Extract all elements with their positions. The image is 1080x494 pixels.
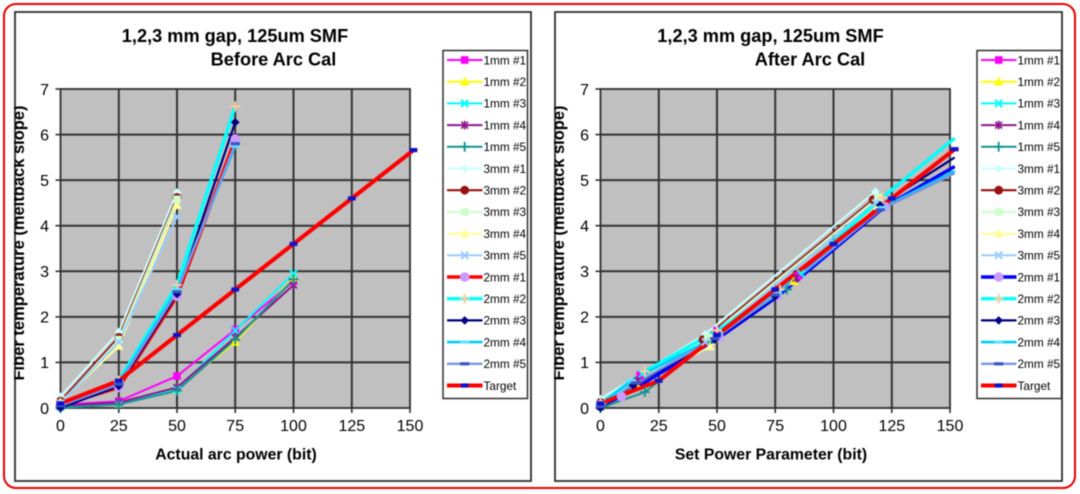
svg-text:Before Arc Cal: Before Arc Cal [210, 49, 336, 69]
svg-text:Target: Target [1017, 378, 1051, 392]
svg-text:7: 7 [580, 81, 589, 98]
svg-text:Fiber temperature (meltback sl: Fiber temperature (meltback slope) [554, 105, 568, 380]
svg-text:3mm #1: 3mm #1 [483, 161, 526, 175]
svg-text:2mm #5: 2mm #5 [1017, 357, 1060, 371]
svg-text:1mm #1: 1mm #1 [483, 53, 526, 67]
svg-text:Target: Target [483, 378, 517, 392]
svg-text:2mm #3: 2mm #3 [483, 313, 526, 327]
svg-text:50: 50 [708, 418, 726, 435]
svg-text:3mm #2: 3mm #2 [1017, 183, 1060, 197]
svg-text:1: 1 [40, 355, 49, 372]
svg-text:After Arc Cal: After Arc Cal [754, 49, 865, 69]
svg-text:100: 100 [280, 418, 307, 435]
svg-text:3mm #3: 3mm #3 [1017, 205, 1060, 219]
svg-text:1mm #5: 1mm #5 [483, 140, 526, 154]
svg-text:0: 0 [56, 418, 65, 435]
svg-text:1mm #3: 1mm #3 [483, 96, 526, 110]
svg-text:Actual arc power (bit): Actual arc power (bit) [155, 446, 317, 463]
svg-text:50: 50 [168, 418, 186, 435]
svg-text:1mm #5: 1mm #5 [1017, 140, 1060, 154]
svg-text:Set Power Parameter (bit): Set Power Parameter (bit) [674, 446, 866, 463]
svg-text:2mm #1: 2mm #1 [1017, 270, 1060, 284]
svg-text:0: 0 [596, 418, 605, 435]
svg-text:1,2,3 mm gap, 125um SMF: 1,2,3 mm gap, 125um SMF [121, 25, 347, 45]
svg-text:7: 7 [40, 81, 49, 98]
svg-text:3mm #5: 3mm #5 [483, 248, 526, 262]
svg-text:5: 5 [580, 172, 589, 189]
svg-text:25: 25 [109, 418, 127, 435]
svg-text:Fiber temperature (meltback sl: Fiber temperature (meltback slope) [14, 105, 28, 380]
svg-text:2mm #4: 2mm #4 [483, 335, 526, 349]
svg-text:25: 25 [649, 418, 667, 435]
svg-text:1,2,3 mm gap, 125um SMF: 1,2,3 mm gap, 125um SMF [657, 25, 883, 45]
svg-text:125: 125 [338, 418, 365, 435]
svg-text:2mm #2: 2mm #2 [1017, 292, 1060, 306]
svg-text:0: 0 [580, 400, 589, 417]
svg-text:3mm #3: 3mm #3 [483, 205, 526, 219]
svg-text:1mm #4: 1mm #4 [1017, 118, 1060, 132]
svg-text:6: 6 [580, 127, 589, 144]
svg-text:2mm #1: 2mm #1 [483, 270, 526, 284]
svg-text:125: 125 [878, 418, 905, 435]
svg-text:2mm #3: 2mm #3 [1017, 313, 1060, 327]
svg-text:3mm #5: 3mm #5 [1017, 248, 1060, 262]
svg-text:0: 0 [40, 400, 49, 417]
svg-text:3: 3 [580, 264, 589, 281]
svg-text:2mm #4: 2mm #4 [1017, 335, 1060, 349]
svg-text:75: 75 [766, 418, 784, 435]
svg-text:150: 150 [396, 418, 423, 435]
svg-text:1: 1 [580, 355, 589, 372]
svg-text:3mm #4: 3mm #4 [1017, 226, 1060, 240]
svg-text:3: 3 [40, 264, 49, 281]
svg-text:2mm #2: 2mm #2 [483, 292, 526, 306]
svg-text:150: 150 [936, 418, 963, 435]
svg-text:1mm #3: 1mm #3 [1017, 96, 1060, 110]
svg-text:4: 4 [580, 218, 589, 235]
svg-text:1mm #4: 1mm #4 [483, 118, 526, 132]
svg-text:5: 5 [40, 172, 49, 189]
svg-text:3mm #2: 3mm #2 [483, 183, 526, 197]
svg-text:1mm #2: 1mm #2 [1017, 75, 1060, 89]
svg-text:3mm #1: 3mm #1 [1017, 161, 1060, 175]
svg-text:2: 2 [40, 309, 49, 326]
svg-text:2mm #5: 2mm #5 [483, 357, 526, 371]
svg-text:75: 75 [226, 418, 244, 435]
svg-text:3mm #4: 3mm #4 [483, 226, 526, 240]
svg-text:1mm #1: 1mm #1 [1017, 53, 1060, 67]
svg-text:4: 4 [40, 218, 49, 235]
svg-text:6: 6 [40, 127, 49, 144]
svg-text:1mm #2: 1mm #2 [483, 75, 526, 89]
svg-text:2: 2 [580, 309, 589, 326]
svg-text:100: 100 [820, 418, 847, 435]
